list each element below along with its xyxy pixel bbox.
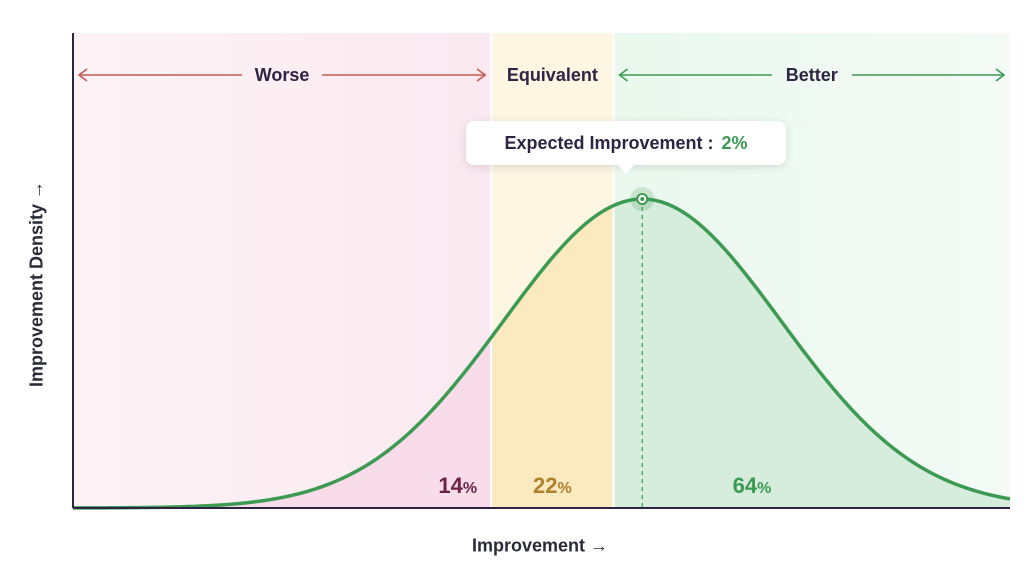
- better-header-label: Better: [786, 65, 838, 85]
- equivalent-header-label: Equivalent: [507, 65, 598, 85]
- worse-header-label: Worse: [255, 65, 310, 85]
- y-axis-label: Improvement Density →: [26, 180, 47, 388]
- worse-percentage-label: 14%: [438, 473, 477, 498]
- worse-arrow-left-head: [77, 68, 88, 82]
- worse-arrow-right-head: [476, 68, 487, 82]
- expected-improvement-value: 2%: [721, 132, 748, 153]
- expected-improvement-label: Expected Improvement :: [504, 132, 714, 153]
- better-arrow-right-head: [995, 68, 1006, 82]
- expected-improvement-tooltip: Expected Improvement : 2%: [466, 121, 786, 165]
- mean-marker-dot: [640, 197, 645, 201]
- equivalent-percentage-label: 22%: [533, 473, 572, 498]
- density-curve: [73, 197, 1011, 510]
- better-percentage-label: 64%: [733, 473, 772, 498]
- x-axis-label: Improvement →: [471, 535, 609, 556]
- worse-area: [73, 337, 492, 508]
- better-area: [613, 199, 1010, 508]
- better-arrow-left-head: [618, 68, 629, 82]
- equivalent-area: [491, 205, 614, 508]
